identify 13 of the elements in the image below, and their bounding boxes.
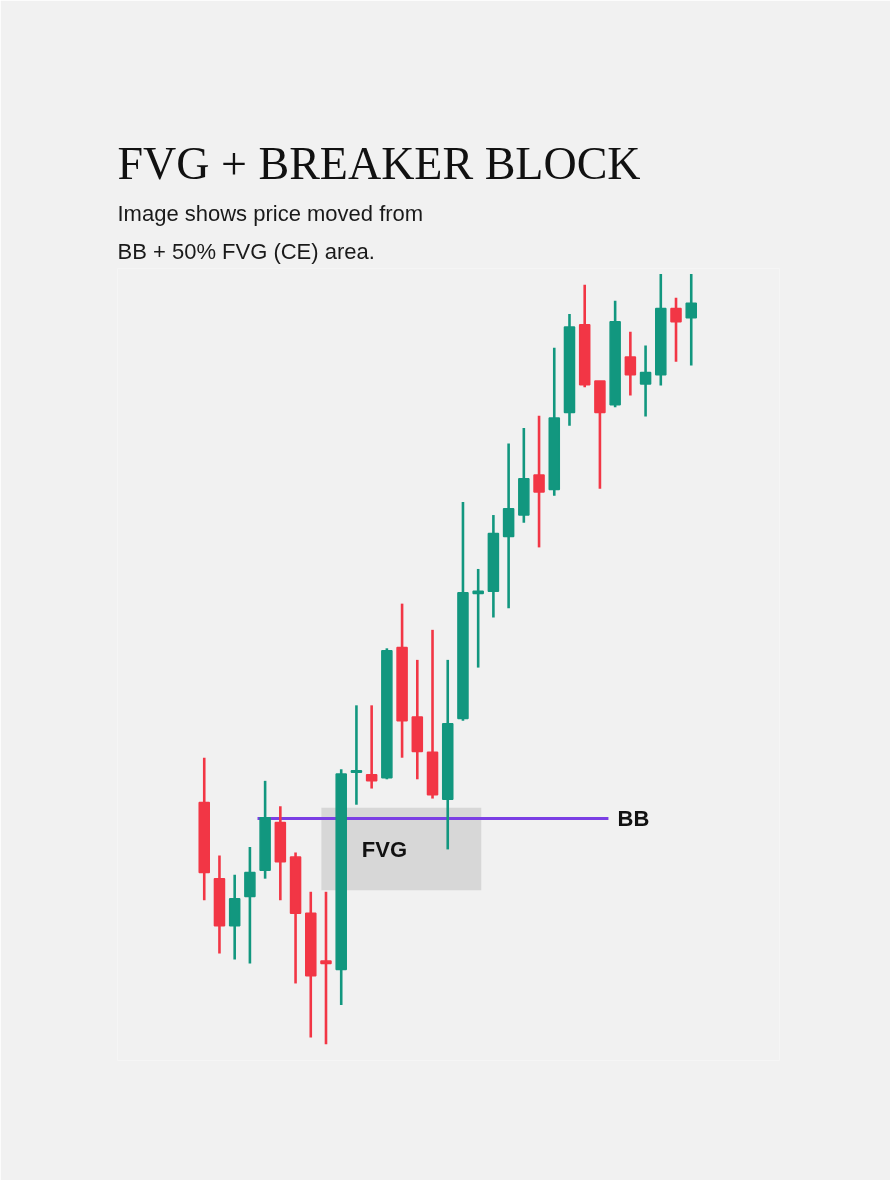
candlestick — [670, 296, 682, 364]
candlestick — [350, 704, 363, 807]
chart-subtitle: Image shows price moved from BB + 50% FVG (CE) area. — [117, 201, 424, 264]
candlestick — [320, 890, 332, 1046]
band-label: FVG — [361, 836, 408, 862]
ref-line-label: BB — [617, 806, 650, 832]
candlestick — [639, 344, 652, 418]
candlestick — [685, 272, 698, 367]
candlestick — [365, 704, 378, 790]
candlestick — [624, 330, 637, 397]
candlestick — [244, 845, 256, 965]
candlestick — [533, 414, 545, 549]
chart-title: FVG + BREAKER BLOCK — [117, 137, 641, 189]
